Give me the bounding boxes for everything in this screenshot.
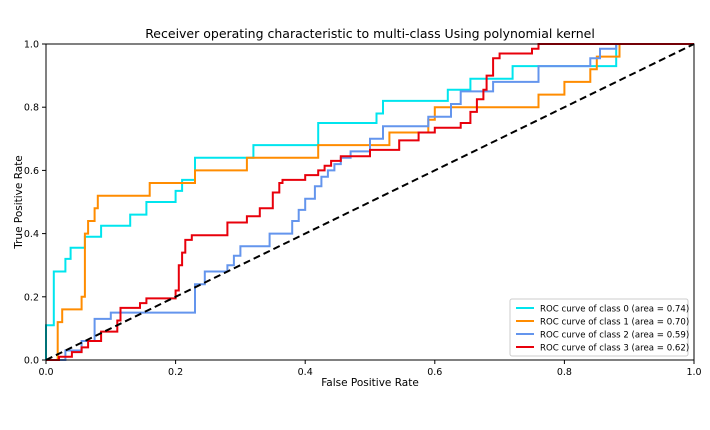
series-line-class-1 — [46, 43, 694, 361]
y-tick-label: 0.4 — [24, 229, 39, 240]
x-axis-label: False Positive Rate — [321, 377, 419, 389]
legend-label-class-2: ROC curve of class 2 (area = 0.59) — [540, 330, 689, 340]
x-tick-label: 0.4 — [298, 367, 313, 378]
legend-box — [509, 298, 689, 357]
series-line-class-0 — [45, 43, 694, 360]
legend-label-class-1: ROC curve of class 1 (area = 0.70) — [540, 317, 689, 327]
y-axis-label: True Positive Rate — [13, 155, 25, 250]
y-tick-label: 0.6 — [24, 166, 39, 177]
legend-label-class-0: ROC curve of class 0 (area = 0.74) — [540, 304, 689, 314]
x-tick-label: 0.0 — [38, 367, 53, 378]
y-tick-label: 0.0 — [24, 356, 39, 367]
y-tick-label: 0.8 — [24, 103, 39, 114]
x-tick-label: 0.2 — [168, 367, 183, 378]
diagonal-line — [45, 43, 695, 361]
legend: ROC curve of class 0 (area = 0.74) ROC cu… — [509, 298, 689, 357]
series-line-class-2 — [46, 43, 694, 361]
x-tick-label: 0.8 — [557, 367, 572, 378]
chart-title: Receiver operating characteristic to mul… — [145, 26, 595, 41]
x-axis-ticks: 0.0 0.2 0.4 0.6 0.8 1.0 — [38, 360, 702, 378]
y-tick-label: 1.0 — [24, 40, 39, 51]
diagonal-reference — [45, 43, 695, 361]
y-axis-ticks: 0.0 0.2 0.4 0.6 0.8 1.0 — [24, 40, 46, 367]
x-tick-label: 1.0 — [686, 367, 701, 378]
y-tick-label: 0.2 — [24, 292, 39, 303]
series-line-class-3 — [46, 43, 694, 361]
x-tick-label: 0.6 — [427, 367, 442, 378]
legend-label-class-3: ROC curve of class 3 (area = 0.62) — [540, 343, 689, 353]
series-lines — [45, 43, 694, 361]
plot-frame — [45, 43, 695, 361]
